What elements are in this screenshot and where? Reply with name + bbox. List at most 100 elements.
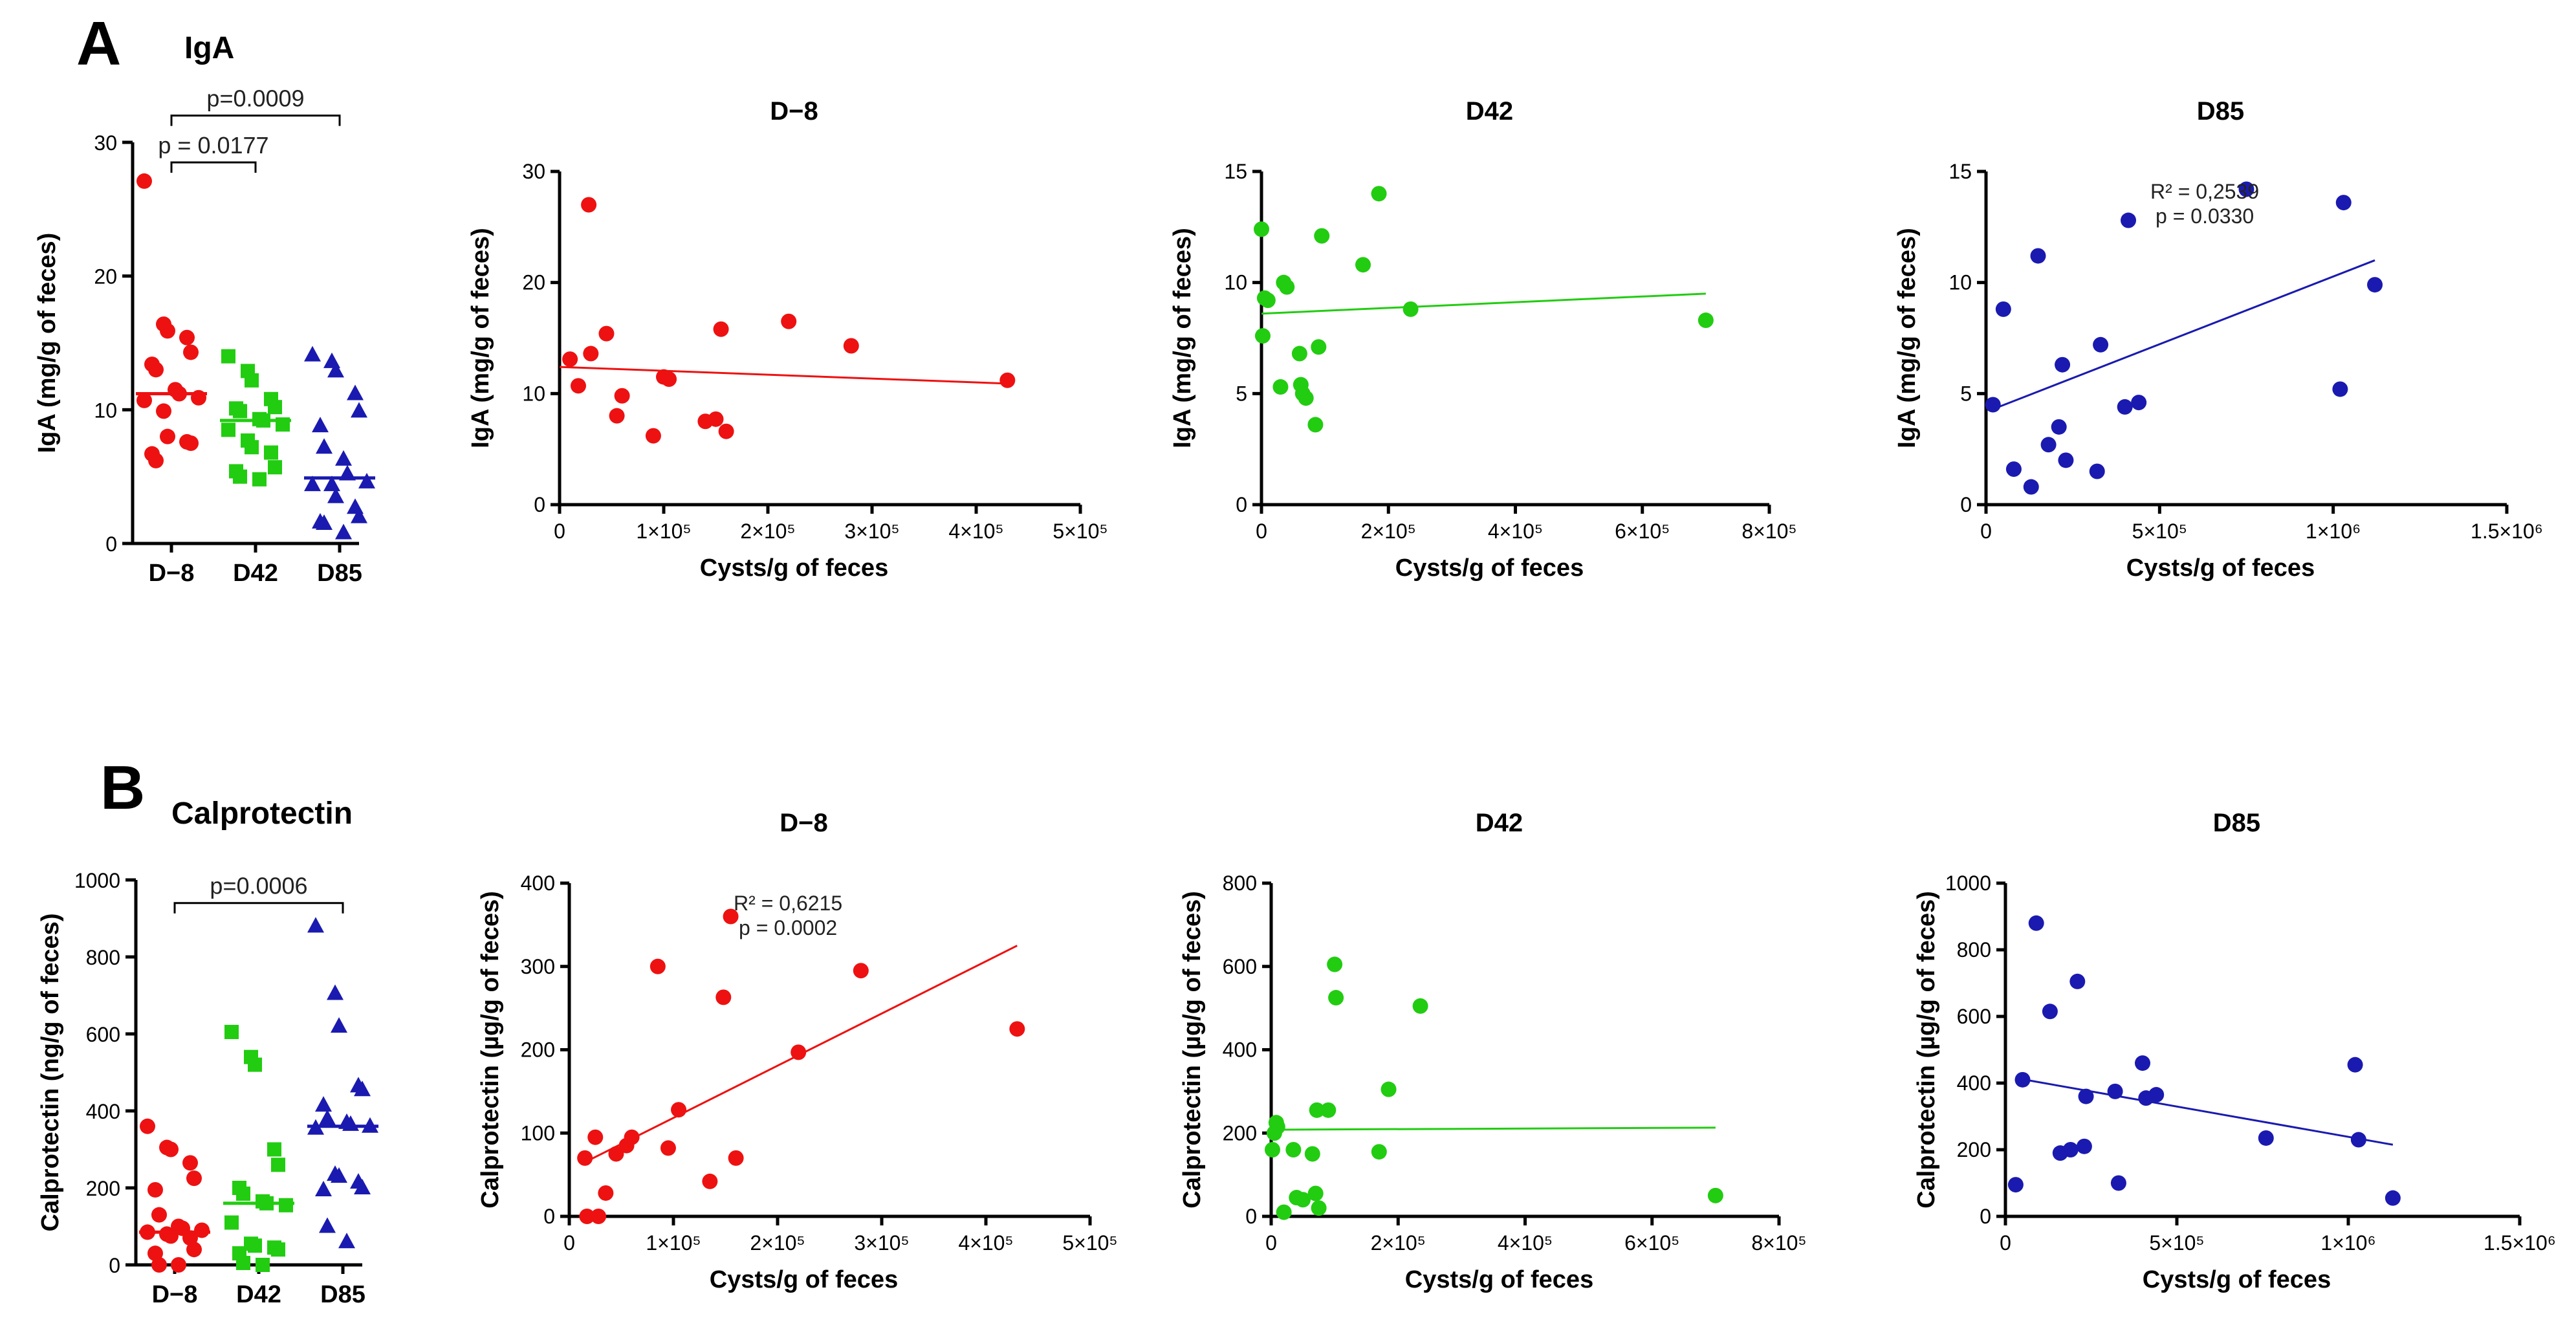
y-tick-label: 15 <box>1948 160 1972 183</box>
data-point <box>179 329 195 345</box>
panel-b-title: Calprotectin <box>171 796 353 831</box>
data-point <box>1254 328 1271 344</box>
data-point <box>645 428 661 444</box>
significance-label: p = 0.0177 <box>158 132 268 159</box>
data-point <box>224 1025 239 1040</box>
y-tick-label: 15 <box>1224 160 1247 183</box>
chart-title: D−8 <box>770 97 818 126</box>
data-point <box>2042 1003 2058 1020</box>
data-point <box>233 404 247 419</box>
x-tick-label: 1.5×10⁶ <box>2471 520 2543 543</box>
y-tick-label: 400 <box>1223 1038 1257 1062</box>
data-point <box>236 1256 250 1271</box>
data-point <box>2367 277 2383 293</box>
data-point <box>2014 1071 2031 1088</box>
x-tick-label: 3×10⁵ <box>854 1231 909 1255</box>
y-tick-label: 100 <box>521 1121 555 1145</box>
data-point <box>577 1150 593 1166</box>
p-value-label: p = 0.0002 <box>739 916 837 939</box>
data-point <box>2005 461 2022 477</box>
y-axis-title: IgA (mg/g of feces) <box>467 228 494 448</box>
data-point <box>1311 1200 1327 1216</box>
B-D-8-group: 0 100 200 300 400 0 1×10⁵ 2×10⁵ 3×10⁵ 4×10⁵ 5×10⁵ D… <box>477 809 1118 1293</box>
x-tick-label: 5×10⁵ <box>1053 520 1108 543</box>
x-tick-label: 6×10⁵ <box>1615 520 1670 543</box>
y-tick-label: 0 <box>534 493 545 516</box>
data-point <box>304 345 321 362</box>
data-point <box>1314 228 1330 244</box>
data-point <box>245 373 259 388</box>
data-point <box>2030 248 2046 264</box>
data-point <box>1371 1144 1387 1160</box>
y-tick-label: 0 <box>109 1254 120 1277</box>
x-tick-label: 5×10⁵ <box>2149 1231 2204 1255</box>
x-axis-title: Cysts/g of feces <box>710 1266 898 1293</box>
data-point <box>718 423 734 439</box>
y-tick-label: 200 <box>1223 1121 1257 1145</box>
data-point <box>248 1238 262 1253</box>
data-point <box>2023 479 2039 495</box>
x-axis-title: Cysts/g of feces <box>2126 554 2315 582</box>
data-point <box>271 1242 285 1257</box>
x-tick-label: 0 <box>563 1231 575 1255</box>
data-point <box>347 384 364 400</box>
y-tick-label: 200 <box>1957 1138 1991 1161</box>
x-tick-label: 0 <box>2000 1231 2011 1255</box>
x-tick-label: 0 <box>1256 520 1267 543</box>
data-point <box>171 1257 186 1273</box>
data-point <box>587 1129 604 1145</box>
y-axis-title: IgA (mg/g of feces) <box>34 233 61 454</box>
significance-label: p=0.0009 <box>206 85 304 112</box>
data-point <box>1328 990 1344 1006</box>
x-axis-title: Cysts/g of feces <box>1395 554 1584 582</box>
x-tick-label: 0 <box>554 520 565 543</box>
data-point <box>248 1057 262 1072</box>
data-point <box>2238 181 2254 197</box>
data-point <box>671 1102 687 1118</box>
data-point <box>2089 463 2105 479</box>
x-tick-label: D−8 <box>152 1281 198 1308</box>
data-point <box>221 422 235 437</box>
y-axis-title: Calprotectin (µg/g of feces) <box>1913 891 1940 1209</box>
x-tick-label: 2×10⁵ <box>1361 520 1416 543</box>
data-point <box>182 1155 198 1171</box>
data-point <box>183 344 199 360</box>
x-tick-label: 3×10⁵ <box>844 520 899 543</box>
data-point <box>319 1217 336 1233</box>
data-point <box>316 438 333 454</box>
data-point <box>2058 452 2074 468</box>
data-point <box>1381 1081 1397 1097</box>
y-axis-title: IgA (mg/g of feces) <box>1894 228 1921 448</box>
x-tick-label: 6×10⁵ <box>1624 1231 1679 1255</box>
data-point <box>1254 221 1269 237</box>
data-point <box>2028 915 2044 931</box>
y-tick-label: 400 <box>86 1100 120 1123</box>
data-point <box>186 1242 202 1258</box>
x-tick-label: 0 <box>1265 1231 1277 1255</box>
data-point <box>608 1146 624 1162</box>
chart-title: D85 <box>2197 97 2244 126</box>
data-point <box>271 1157 285 1172</box>
chart-title: D42 <box>1476 809 1523 837</box>
A-D-8-group: 0 10 20 30 0 1×10⁵ 2×10⁵ 3×10⁵ 4×10⁵ 5×10⁵ D−8 Cyst… <box>467 97 1108 582</box>
significance-label: p=0.0006 <box>210 873 307 899</box>
x-tick-label: 1.5×10⁶ <box>2483 1231 2556 1255</box>
panel-a-letter: A <box>76 9 121 78</box>
r-squared-label: R² = 0,6215 <box>734 892 842 915</box>
data-point <box>1304 1146 1320 1162</box>
data-point <box>319 1109 336 1125</box>
data-point <box>1307 1185 1324 1201</box>
y-tick-label: 30 <box>522 160 545 183</box>
y-tick-label: 200 <box>86 1177 120 1200</box>
data-point <box>1298 390 1314 406</box>
x-tick-label: 2×10⁵ <box>750 1231 805 1255</box>
x-tick-label: D−8 <box>149 560 195 587</box>
y-tick-label: 600 <box>1223 955 1257 978</box>
y-tick-label: 5 <box>1960 382 1972 405</box>
A-strip-group: 0 10 20 30 D−8 D42 D85 IgA (mg/g of feces) p = 0… <box>34 85 375 587</box>
data-point <box>2335 195 2352 211</box>
panel-a-title: IgA <box>184 31 234 65</box>
data-point <box>327 984 344 1000</box>
data-point <box>2055 356 2071 373</box>
charts-layer: 0 10 20 30 D−8 D42 D85 IgA (mg/g of feces) p = 0… <box>34 85 2556 1308</box>
